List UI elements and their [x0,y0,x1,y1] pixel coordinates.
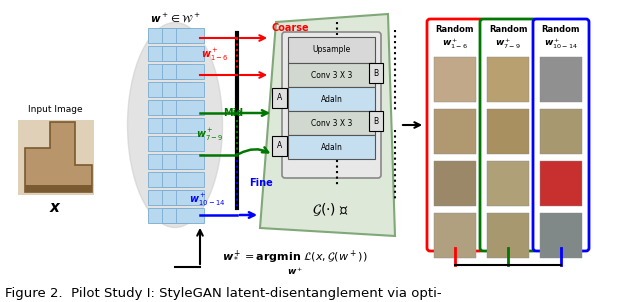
Text: Mid: Mid [223,108,243,118]
FancyBboxPatch shape [162,64,190,79]
Polygon shape [25,122,92,192]
Text: Coarse: Coarse [272,23,310,33]
FancyBboxPatch shape [540,109,582,154]
FancyBboxPatch shape [148,82,176,97]
FancyBboxPatch shape [18,120,94,195]
FancyBboxPatch shape [162,118,190,133]
FancyBboxPatch shape [148,100,176,115]
FancyBboxPatch shape [162,46,190,61]
Text: Upsample: Upsample [312,46,351,54]
Text: Fine: Fine [249,178,273,188]
FancyBboxPatch shape [162,154,190,169]
FancyBboxPatch shape [148,154,176,169]
Text: $\boldsymbol{w}^+_* = \mathbf{argmin}\; \mathcal{L}(x, \mathcal{G}(w^+))$: $\boldsymbol{w}^+_* = \mathbf{argmin}\; … [222,249,368,265]
FancyBboxPatch shape [282,32,381,178]
Text: $\boldsymbol{w}^+ \in \mathcal{W}^+$: $\boldsymbol{w}^+ \in \mathcal{W}^+$ [150,11,200,24]
Text: $\boldsymbol{w}^+_{7-9}$: $\boldsymbol{w}^+_{7-9}$ [495,37,521,51]
FancyBboxPatch shape [533,19,589,251]
Text: Conv 3 X 3: Conv 3 X 3 [311,70,352,79]
Text: Random: Random [541,25,580,34]
FancyBboxPatch shape [427,19,483,251]
FancyBboxPatch shape [176,28,204,43]
Text: Conv 3 X 3: Conv 3 X 3 [311,118,352,127]
FancyBboxPatch shape [176,118,204,133]
FancyBboxPatch shape [176,100,204,115]
Text: $\boldsymbol{w}^+_{7-9}$: $\boldsymbol{w}^+_{7-9}$ [196,127,224,143]
FancyBboxPatch shape [162,82,190,97]
FancyBboxPatch shape [148,64,176,79]
Text: $\boldsymbol{w}^+_{1-6}$: $\boldsymbol{w}^+_{1-6}$ [201,47,229,63]
FancyBboxPatch shape [288,87,375,111]
FancyBboxPatch shape [162,28,190,43]
FancyBboxPatch shape [434,57,476,102]
Text: Adaln: Adaln [321,143,342,152]
FancyBboxPatch shape [148,208,176,223]
Text: $\mathcal{G}(\cdot)$ 🔒: $\mathcal{G}(\cdot)$ 🔒 [312,202,349,218]
FancyBboxPatch shape [434,213,476,258]
Text: $\boldsymbol{w}^+_{10-14}$: $\boldsymbol{w}^+_{10-14}$ [544,37,578,51]
FancyBboxPatch shape [434,109,476,154]
FancyBboxPatch shape [148,172,176,187]
FancyBboxPatch shape [176,64,204,79]
FancyBboxPatch shape [288,135,375,159]
FancyBboxPatch shape [540,57,582,102]
FancyBboxPatch shape [176,172,204,187]
Text: B: B [373,117,379,126]
FancyBboxPatch shape [176,46,204,61]
FancyBboxPatch shape [540,161,582,206]
Text: $\boldsymbol{w}^+_{1-6}$: $\boldsymbol{w}^+_{1-6}$ [442,37,468,51]
Text: Random: Random [489,25,527,34]
Text: Random: Random [436,25,474,34]
FancyBboxPatch shape [148,118,176,133]
FancyBboxPatch shape [176,190,204,205]
FancyBboxPatch shape [540,213,582,258]
Text: $\boldsymbol{w}^+$: $\boldsymbol{w}^+$ [287,265,303,277]
Text: B: B [373,69,379,78]
Text: A: A [277,142,282,150]
Text: Adaln: Adaln [321,95,342,104]
FancyBboxPatch shape [288,111,375,135]
FancyBboxPatch shape [176,136,204,151]
Text: $\boldsymbol{w}^+_{10-14}$: $\boldsymbol{w}^+_{10-14}$ [189,192,225,208]
FancyBboxPatch shape [162,100,190,115]
FancyBboxPatch shape [162,208,190,223]
FancyBboxPatch shape [288,37,375,63]
FancyBboxPatch shape [272,88,287,108]
FancyBboxPatch shape [148,28,176,43]
FancyBboxPatch shape [369,63,383,83]
FancyBboxPatch shape [272,136,287,156]
Ellipse shape [127,23,223,227]
FancyBboxPatch shape [176,208,204,223]
FancyBboxPatch shape [487,161,529,206]
Text: $\boldsymbol{x}$: $\boldsymbol{x}$ [49,200,61,214]
FancyBboxPatch shape [162,136,190,151]
FancyBboxPatch shape [148,46,176,61]
FancyBboxPatch shape [148,190,176,205]
Text: Input Image: Input Image [28,105,83,114]
Polygon shape [25,185,92,192]
FancyBboxPatch shape [434,161,476,206]
FancyBboxPatch shape [487,109,529,154]
FancyBboxPatch shape [480,19,536,251]
FancyBboxPatch shape [176,82,204,97]
FancyBboxPatch shape [176,154,204,169]
FancyBboxPatch shape [148,136,176,151]
Text: Figure 2.  Pilot Study I: StyleGAN latent-disentanglement via opti-: Figure 2. Pilot Study I: StyleGAN latent… [5,287,442,300]
FancyBboxPatch shape [162,190,190,205]
FancyBboxPatch shape [487,213,529,258]
Polygon shape [260,14,395,236]
FancyBboxPatch shape [369,111,383,131]
FancyBboxPatch shape [487,57,529,102]
FancyBboxPatch shape [162,172,190,187]
FancyBboxPatch shape [288,63,375,87]
Text: A: A [277,94,282,102]
